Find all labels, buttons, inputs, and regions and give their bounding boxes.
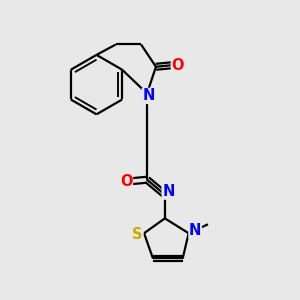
Text: N: N xyxy=(162,184,175,199)
Text: O: O xyxy=(120,174,133,189)
Text: N: N xyxy=(189,223,201,238)
Text: N: N xyxy=(142,88,155,104)
Text: S: S xyxy=(132,227,143,242)
Text: O: O xyxy=(171,58,184,73)
